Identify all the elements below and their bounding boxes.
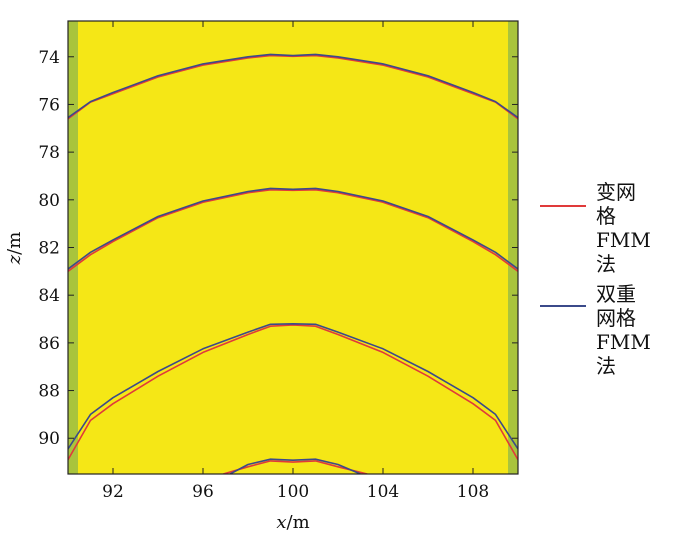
y-tick-label: 80 — [38, 191, 60, 211]
series-red-curve-3 — [68, 324, 518, 461]
y-tick-label: 86 — [38, 334, 60, 354]
y-tick-label: 82 — [38, 239, 60, 259]
x-axis-ticks: 92 96 100 104 108 — [102, 21, 489, 502]
x-tick-label: 92 — [102, 482, 124, 502]
y-tick-label: 90 — [38, 429, 60, 449]
series-red-curve-2 — [68, 189, 518, 272]
legend-swatch-blue — [540, 305, 586, 307]
y-tick-label: 84 — [38, 286, 60, 306]
series-blue-curve-1 — [68, 53, 518, 119]
legend-swatch-red — [540, 205, 586, 207]
x-tick-label: 104 — [367, 482, 399, 502]
series-blue-curve-3 — [68, 322, 518, 450]
y-axis-ticks: 74 76 78 80 82 84 86 88 90 — [38, 48, 518, 449]
y-axis-label: z/m — [4, 232, 25, 266]
x-tick-label: 100 — [277, 482, 309, 502]
series-blue-curve-4 — [229, 458, 361, 474]
legend-label-variable-grid: 变网格 FMM法 — [596, 180, 651, 276]
y-tick-label: 88 — [38, 382, 60, 402]
y-tick-label: 76 — [38, 95, 60, 115]
x-axis-label: x/m — [276, 512, 309, 533]
series-red-curve-4 — [223, 460, 368, 474]
series-curves — [68, 53, 518, 474]
y-tick-label: 78 — [38, 143, 60, 163]
series-blue-curve-2 — [68, 187, 518, 270]
x-tick-label: 108 — [457, 482, 489, 502]
y-tick-label: 74 — [38, 48, 60, 68]
legend-label-dual-grid: 双重网格 FMM法 — [596, 282, 651, 378]
plot-area-background — [68, 21, 518, 474]
x-tick-label: 96 — [192, 482, 214, 502]
